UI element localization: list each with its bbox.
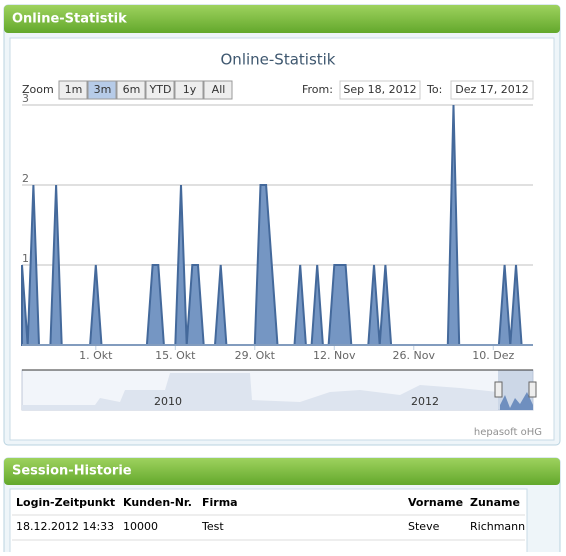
zoom-button[interactable] bbox=[203, 80, 233, 100]
to-input[interactable] bbox=[450, 80, 534, 100]
zoom-button[interactable] bbox=[145, 80, 175, 100]
table-header: Zuname bbox=[470, 496, 520, 509]
panel-title: Session-Historie bbox=[12, 464, 132, 479]
x-tick-label: 26. Nov bbox=[393, 349, 436, 362]
table-cell: Richmann bbox=[470, 520, 525, 533]
zoom-button-label[interactable]: 3m bbox=[94, 83, 112, 96]
navigator-handle[interactable] bbox=[494, 381, 503, 398]
credits: hepasoft oHG bbox=[474, 427, 542, 438]
from-value[interactable]: Sep 18, 2012 bbox=[343, 83, 416, 96]
table-cell: Steve bbox=[408, 520, 440, 533]
zoom-button-label[interactable]: 1m bbox=[65, 83, 83, 96]
y-tick-label: 1 bbox=[22, 252, 29, 265]
panel-header bbox=[4, 458, 560, 485]
navigator-label: 2010 bbox=[154, 395, 182, 408]
zoom-button-label[interactable]: 1y bbox=[183, 83, 197, 96]
zoom-button[interactable] bbox=[116, 80, 146, 100]
table-box bbox=[9, 488, 528, 556]
table-cell: 18.12.2012 14:33 bbox=[16, 520, 114, 533]
table-cell: Test bbox=[201, 520, 224, 533]
x-tick-label: 12. Nov bbox=[313, 349, 356, 362]
zoom-buttons: 1m 3m 6m YTD 1y All bbox=[58, 80, 233, 100]
zoom-button[interactable] bbox=[58, 80, 88, 100]
y-tick-label: 2 bbox=[22, 172, 29, 185]
x-tick-label: 29. Okt bbox=[235, 349, 276, 362]
navigator-window-series bbox=[500, 392, 533, 410]
from-label: From: bbox=[302, 83, 333, 96]
zoom-label: Zoom bbox=[22, 83, 54, 96]
table-header: Login-Zeitpunkt bbox=[16, 496, 115, 509]
to-value[interactable]: Dez 17, 2012 bbox=[455, 83, 529, 96]
zoom-button-label[interactable]: All bbox=[212, 83, 226, 96]
zoom-button-label[interactable]: YTD bbox=[149, 83, 172, 96]
table-cell: 10000 bbox=[123, 520, 158, 533]
panel-title: Online-Statistik bbox=[12, 12, 127, 27]
table-header: Firma bbox=[202, 496, 238, 509]
table: Login-Zeitpunkt Kunden-Nr. Firma Vorname Zun… bbox=[16, 496, 525, 533]
y-tick-label: 3 bbox=[22, 92, 29, 105]
panel-header bbox=[4, 5, 560, 33]
from-input[interactable] bbox=[339, 80, 421, 100]
x-tick-label: 10. Dez bbox=[472, 349, 514, 362]
zoom-button-label[interactable]: 6m bbox=[123, 83, 141, 96]
plot: 1 2 3 1. Okt 15. Okt 29. Okt 12. Nov 26. Nov 10.… bbox=[21, 92, 533, 362]
navigator-handle[interactable] bbox=[528, 381, 537, 398]
x-tick-label: 15. Okt bbox=[155, 349, 196, 362]
chart-title: Online-Statistik bbox=[221, 51, 336, 69]
table-header: Kunden-Nr. bbox=[123, 496, 192, 509]
zoom-button[interactable] bbox=[87, 80, 117, 100]
table-header: Vorname bbox=[408, 496, 463, 509]
x-tick-label: 1. Okt bbox=[79, 349, 113, 362]
zoom-button[interactable] bbox=[174, 80, 204, 100]
to-label: To: bbox=[426, 83, 442, 96]
navigator-series bbox=[22, 373, 498, 410]
navigator-label: 2012 bbox=[411, 395, 439, 408]
